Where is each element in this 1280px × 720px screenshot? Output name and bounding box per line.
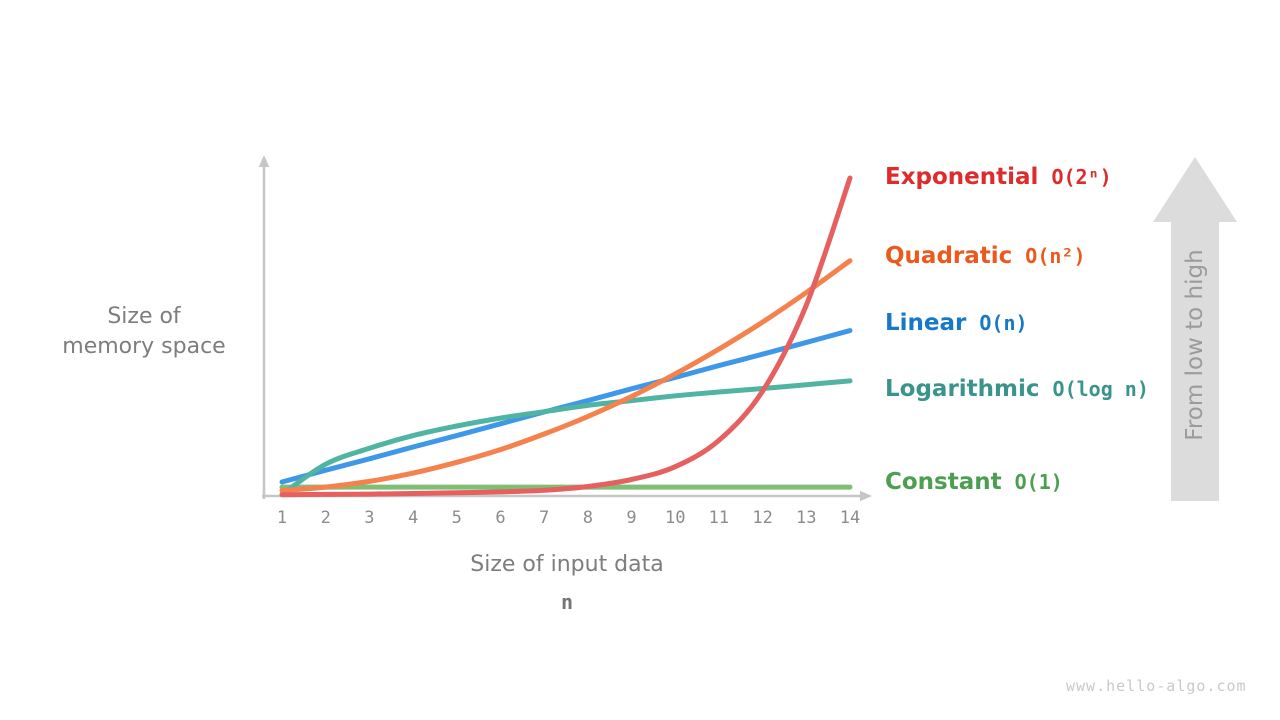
x-tick-label: 12 <box>752 508 773 528</box>
x-axis-arrowhead <box>860 490 872 502</box>
legend-logarithmic: Logarithmic O(log n) <box>885 376 1149 402</box>
legend-quadratic-label: Quadratic <box>885 243 1013 269</box>
watermark: www.hello-algo.com <box>1066 677 1247 695</box>
x-axis-label: Size of input data <box>470 552 664 577</box>
x-tick-label: 7 <box>539 508 550 528</box>
x-tick-label: 11 <box>708 508 730 528</box>
legend-exponential-label: Exponential <box>885 164 1039 190</box>
low-to-high-arrow <box>1153 157 1237 501</box>
legend-linear-formula: O(n) <box>979 311 1028 335</box>
x-tick-label: 4 <box>407 508 419 528</box>
x-tick-label: 1 <box>276 508 288 528</box>
x-axis-symbol: n <box>560 590 574 614</box>
y-axis-label-line1: Size of <box>107 304 181 329</box>
x-tick-label: 6 <box>495 508 506 528</box>
legend-logarithmic-formula: O(log n) <box>1052 377 1149 401</box>
y-axis-arrowhead <box>258 155 270 167</box>
low-to-high-arrow-label: From low to high <box>1182 249 1208 441</box>
legend-constant: Constant O(1) <box>885 469 1063 495</box>
x-tick-label: 13 <box>796 508 817 528</box>
x-tick-label: 3 <box>364 508 375 528</box>
curve-quadratic <box>279 258 853 494</box>
curve-logarithmic <box>279 378 853 497</box>
x-tick-label: 2 <box>320 508 331 528</box>
legend-linear-label: Linear <box>885 310 967 336</box>
legend-constant-formula: O(1) <box>1014 470 1063 494</box>
legend-logarithmic-label: Logarithmic <box>885 376 1040 402</box>
x-tick-label: 8 <box>582 508 593 528</box>
x-tick-label: 9 <box>626 508 637 528</box>
curve-exponential <box>279 175 853 498</box>
legend-exponential-formula: O(2ⁿ) <box>1051 165 1112 189</box>
y-axis-label-line2: memory space <box>62 334 226 359</box>
legend-constant-label: Constant <box>885 469 1002 495</box>
x-tick-label: 5 <box>451 508 462 528</box>
curves-group <box>279 175 853 498</box>
y-axis-label: Size of memory space <box>44 302 244 362</box>
legend-exponential: Exponential O(2ⁿ) <box>885 164 1112 190</box>
legend-linear: Linear O(n) <box>885 310 1028 336</box>
x-tick-label: 14 <box>839 508 861 528</box>
legend-quadratic: Quadratic O(n²) <box>885 243 1086 269</box>
legend-quadratic-formula: O(n²) <box>1025 244 1086 268</box>
x-tick-label: 10 <box>664 508 686 528</box>
